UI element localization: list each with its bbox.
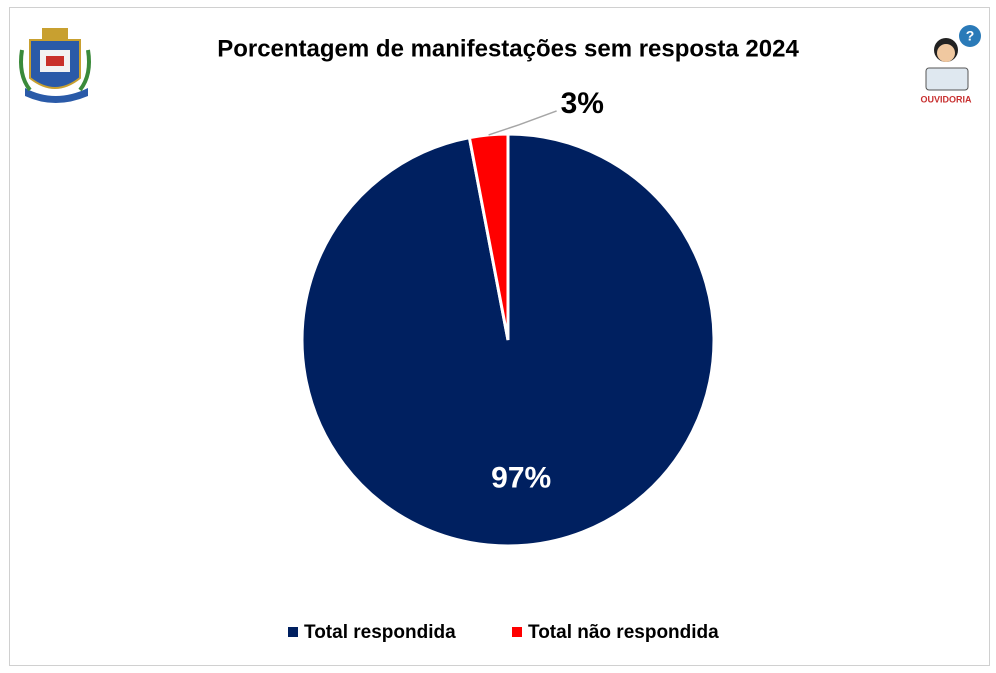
logo-text: OUVIDORIA xyxy=(920,94,972,104)
left-logo xyxy=(19,28,91,103)
legend-swatch xyxy=(288,627,298,637)
legend-label: Total não respondida xyxy=(528,622,719,643)
data-label: 97% xyxy=(491,461,551,494)
svg-text:?: ? xyxy=(966,28,975,44)
data-label: 3% xyxy=(561,87,604,120)
right-logo: ? OUVIDORIA xyxy=(920,25,981,104)
pie-slice xyxy=(467,132,510,341)
legend-label: Total respondida xyxy=(304,622,456,643)
leader-line xyxy=(488,110,557,136)
legend-swatch xyxy=(512,627,522,637)
chart-title: Porcentagem de manifestações sem respost… xyxy=(217,35,799,62)
